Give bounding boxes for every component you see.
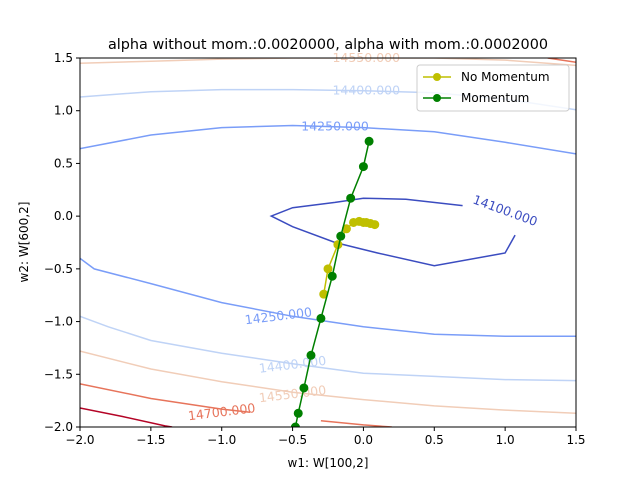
legend-swatch-marker [433,73,441,81]
legend-box [416,64,570,112]
legend-swatch-marker [433,94,441,102]
legend-label: No Momentum [461,70,550,84]
y-tick-label: −2.0 [44,420,73,434]
x-tick-label: 0.5 [425,433,444,447]
contour-line [80,257,576,338]
plot-frame [79,57,577,428]
y-tick-label: 1.5 [54,51,73,65]
contour-line [80,407,173,427]
y-tick-label: −1.0 [44,315,73,329]
contour-line [80,350,576,415]
y-tick-label: 1.0 [54,104,73,118]
contour-line [547,58,576,63]
x-tick-label: −0.5 [278,433,307,447]
legend-label: Momentum [461,91,529,105]
legend: No Momentum Momentum [416,64,570,112]
contour-line [80,315,576,382]
y-axis-label: w2: W[600,2] [17,202,31,283]
contour-line [80,124,576,155]
x-tick-label: 1.5 [566,433,585,447]
y-tick-label: 0.5 [54,156,73,170]
y-tick-label: 0.0 [54,209,73,223]
data-point [327,271,337,281]
series-layer [290,136,380,427]
contour-line [269,197,516,267]
contour-layer [80,58,576,427]
y-axis: −2.0 −1.5 −1.0 −0.5 0.0 0.5 1.0 1.5 [44,51,80,434]
series-line [294,141,370,427]
data-point [316,313,326,323]
contour-label: 14400.000 [332,83,400,98]
x-tick-label: −1.5 [136,433,165,447]
x-tick-label: −2.0 [65,433,94,447]
data-point [306,350,316,360]
contour-line [80,58,576,67]
contour-label: 14250.000 [301,119,369,134]
x-axis: −2.0 −1.5 −1.0 −0.5 0.0 0.5 1.0 1.5 [65,427,586,447]
chart-title: alpha without mom.:0.0020000, alpha with… [108,37,548,53]
data-point [346,193,356,203]
data-point [370,220,380,230]
data-point [358,162,368,172]
data-point [364,136,374,146]
x-tick-label: 1.0 [496,433,515,447]
data-point [290,422,300,427]
x-axis-label: w1: W[100,2] [288,456,369,470]
data-point [299,383,309,393]
contour-line [80,383,251,413]
y-tick-label: −1.5 [44,367,73,381]
data-point [336,231,346,241]
x-tick-label: −1.0 [207,433,236,447]
y-tick-label: −0.5 [44,262,73,276]
contour-line [320,419,392,427]
x-tick-label: 0.0 [354,433,373,447]
data-point [323,264,333,274]
data-point [293,408,303,418]
